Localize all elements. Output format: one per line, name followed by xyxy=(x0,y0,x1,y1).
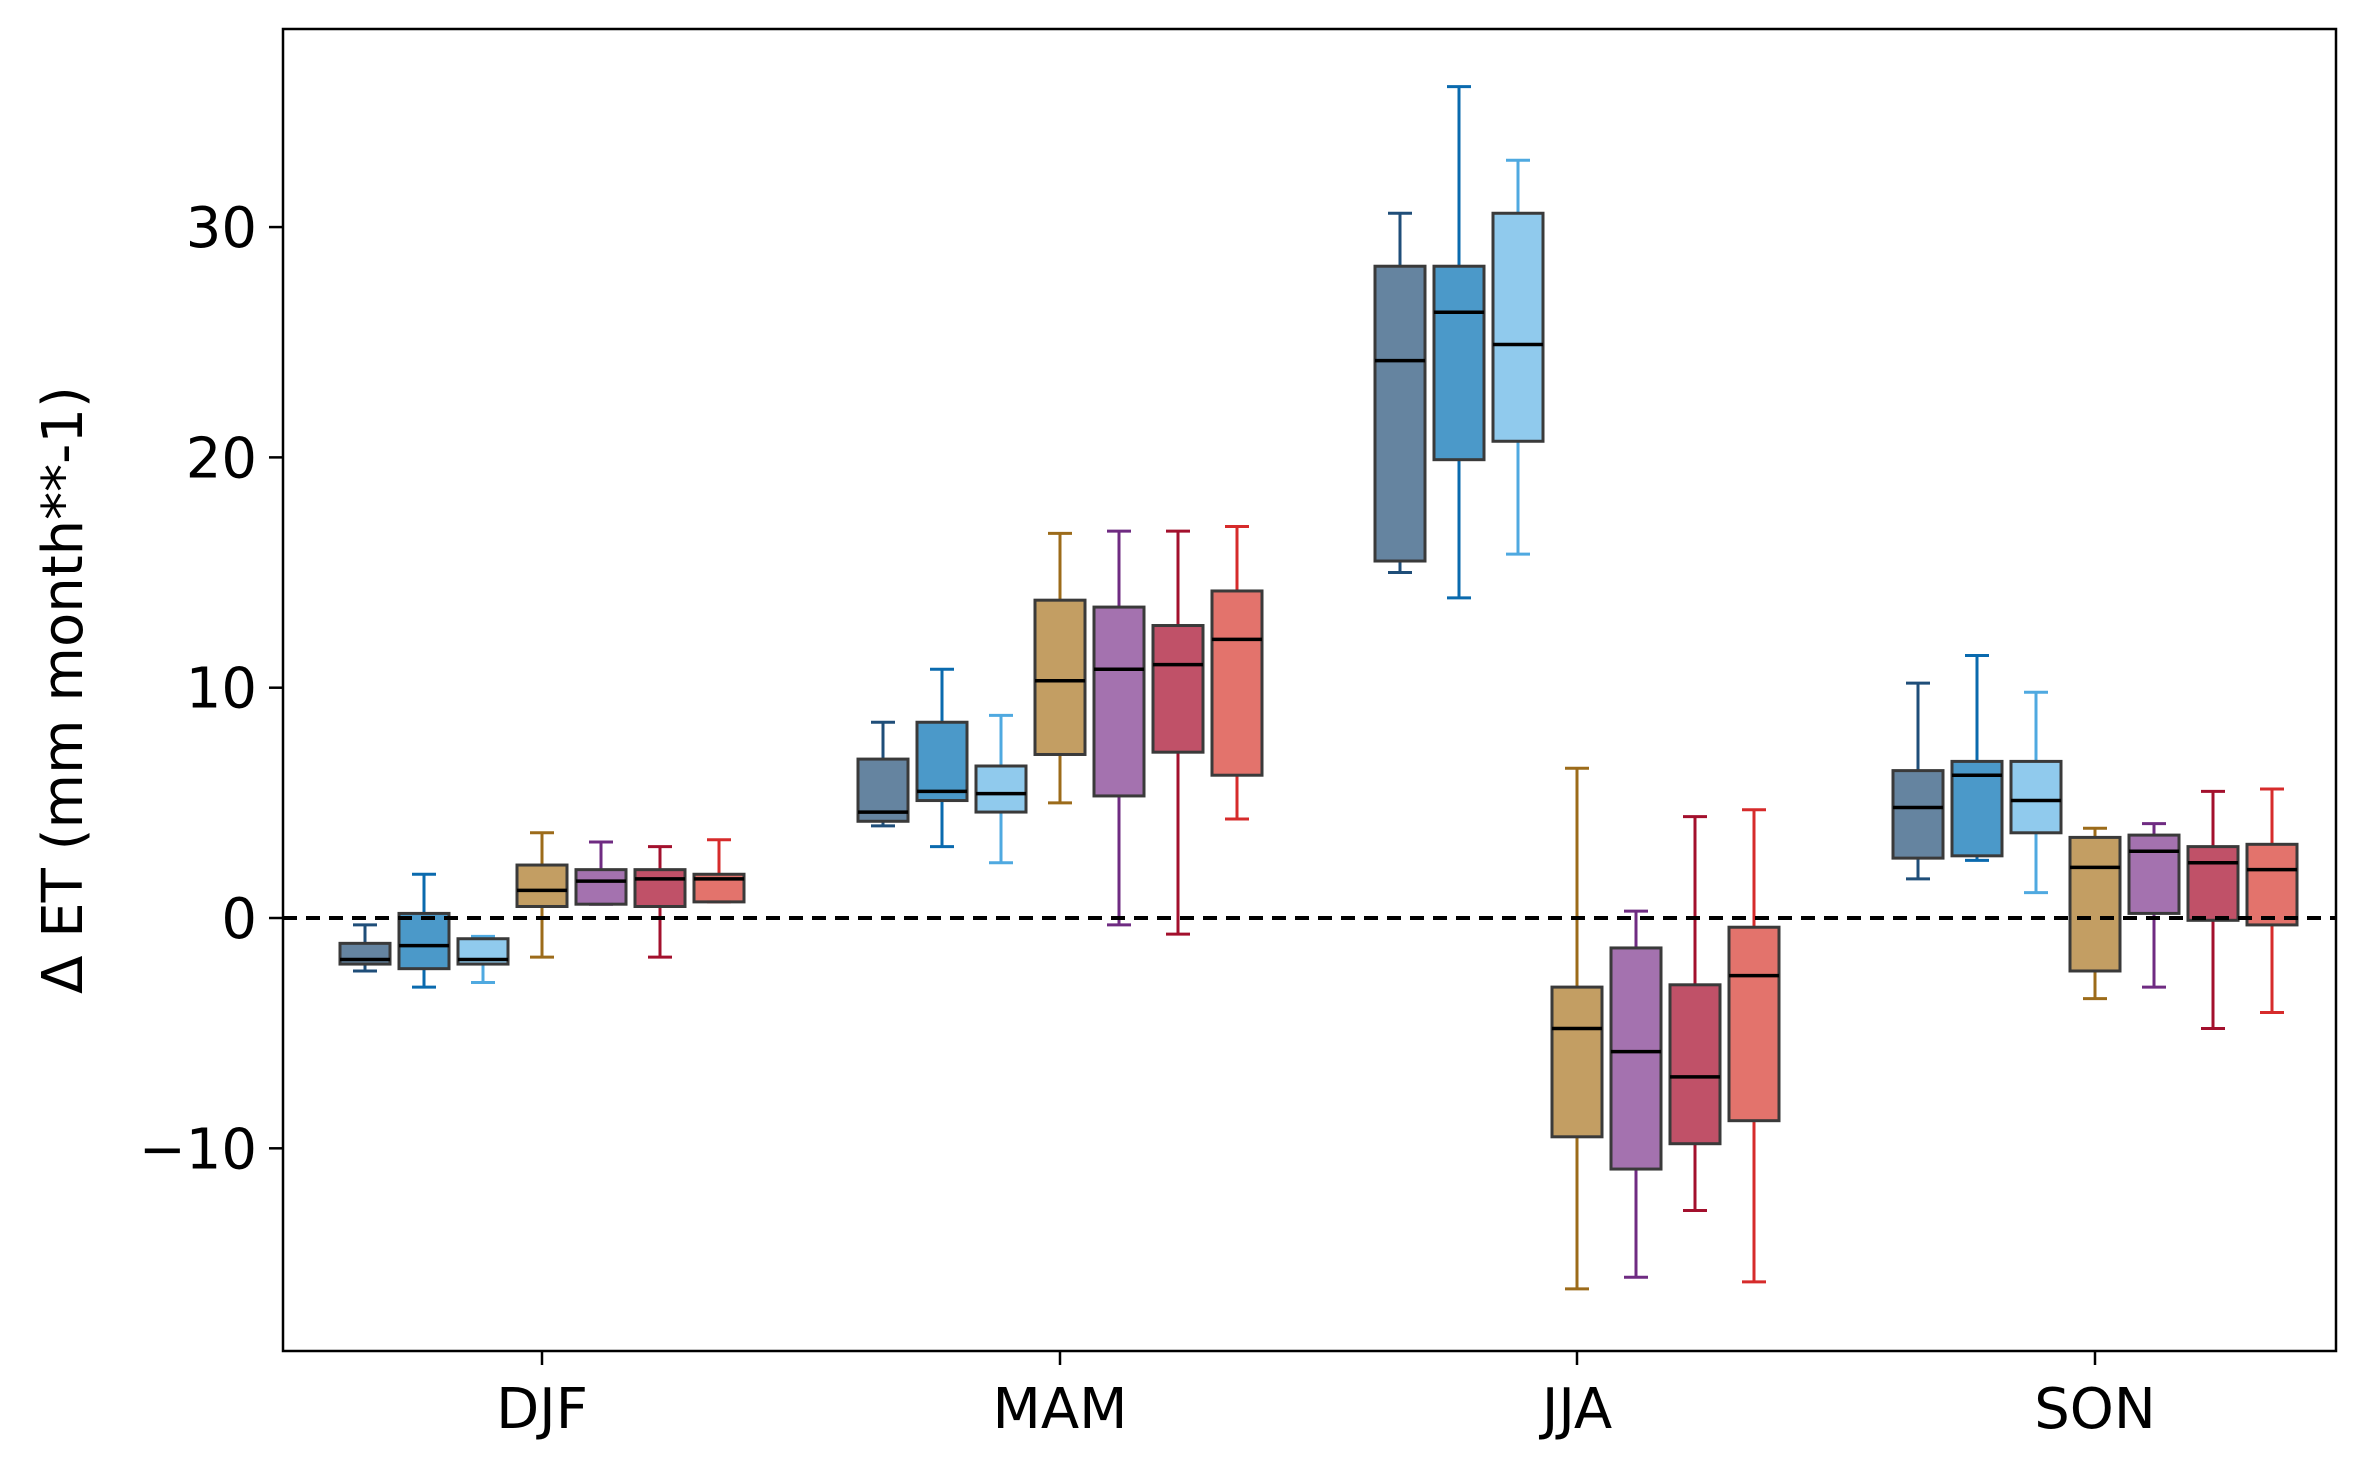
box-jja-3 xyxy=(1491,158,1545,556)
box-son-2 xyxy=(1950,653,2004,862)
box-body xyxy=(1432,264,1486,462)
x-tick-label-son: SON xyxy=(2034,1377,2156,1442)
box-son-4 xyxy=(2068,826,2122,1001)
box-body xyxy=(2009,759,2063,835)
box-mam-6 xyxy=(1151,529,1205,936)
box-djf-6 xyxy=(633,845,687,959)
y-tick-label: 0 xyxy=(221,887,257,952)
plot-frame xyxy=(281,27,2338,1353)
y-tick-label: 10 xyxy=(186,657,257,722)
box-body xyxy=(1210,589,1264,777)
y-axis-title: Δ ET (mm month**-1) xyxy=(31,386,96,994)
y-tick-label: −10 xyxy=(139,1117,257,1182)
box-jja-5 xyxy=(1609,909,1663,1279)
y-tick-label: 30 xyxy=(186,196,257,261)
box-body xyxy=(397,911,451,971)
box-body xyxy=(1950,759,2004,858)
box-body xyxy=(1891,769,1945,860)
box-body xyxy=(2127,833,2181,915)
box-body xyxy=(2186,845,2240,922)
box-jja-2 xyxy=(1432,85,1486,600)
box-djf-1 xyxy=(338,923,392,973)
box-mam-4 xyxy=(1033,531,1087,805)
box-body xyxy=(915,720,969,803)
box-son-6 xyxy=(2186,789,2240,1031)
x-tick-label-jja: JJA xyxy=(1539,1377,1612,1442)
x-axis: DJF MAM JJA SON xyxy=(496,1351,2156,1442)
box-body xyxy=(1373,264,1427,563)
box-body xyxy=(2068,835,2122,973)
y-tick-label: 20 xyxy=(186,426,257,491)
box-jja-6 xyxy=(1668,815,1722,1213)
box-jja-4 xyxy=(1550,766,1604,1291)
box-mam-2 xyxy=(915,667,969,849)
box-djf-4 xyxy=(515,831,569,959)
box-body xyxy=(574,868,628,906)
box-djf-7 xyxy=(692,838,746,904)
box-mam-1 xyxy=(856,720,910,828)
box-son-3 xyxy=(2009,690,2063,895)
y-axis: −10 0 10 20 30 xyxy=(139,196,283,1182)
box-jja-1 xyxy=(1373,211,1427,575)
box-body xyxy=(1033,598,1087,756)
box-body xyxy=(1092,605,1146,798)
box-body xyxy=(1668,983,1722,1146)
plot-area xyxy=(283,29,2336,1351)
box-body xyxy=(1491,211,1545,443)
box-son-1 xyxy=(1891,681,1945,881)
box-son-7 xyxy=(2245,787,2299,1014)
box-mam-7 xyxy=(1210,524,1264,821)
box-body xyxy=(2245,842,2299,927)
x-tick-label-djf: DJF xyxy=(496,1377,588,1442)
box-djf-3 xyxy=(456,934,510,984)
box-son-5 xyxy=(2127,822,2181,989)
box-jja-7 xyxy=(1727,808,1781,1284)
box-mam-5 xyxy=(1092,529,1146,927)
box-djf-2 xyxy=(397,872,451,989)
box-body xyxy=(515,863,569,908)
box-body xyxy=(1609,946,1663,1171)
x-tick-label-mam: MAM xyxy=(993,1377,1128,1442)
box-djf-5 xyxy=(574,840,628,906)
box-body xyxy=(633,868,687,908)
box-series-group xyxy=(338,85,2299,1291)
box-body xyxy=(1151,624,1205,754)
box-body xyxy=(974,764,1028,814)
box-mam-3 xyxy=(974,713,1028,865)
box-body xyxy=(1550,985,1604,1139)
box-body xyxy=(1727,925,1781,1123)
